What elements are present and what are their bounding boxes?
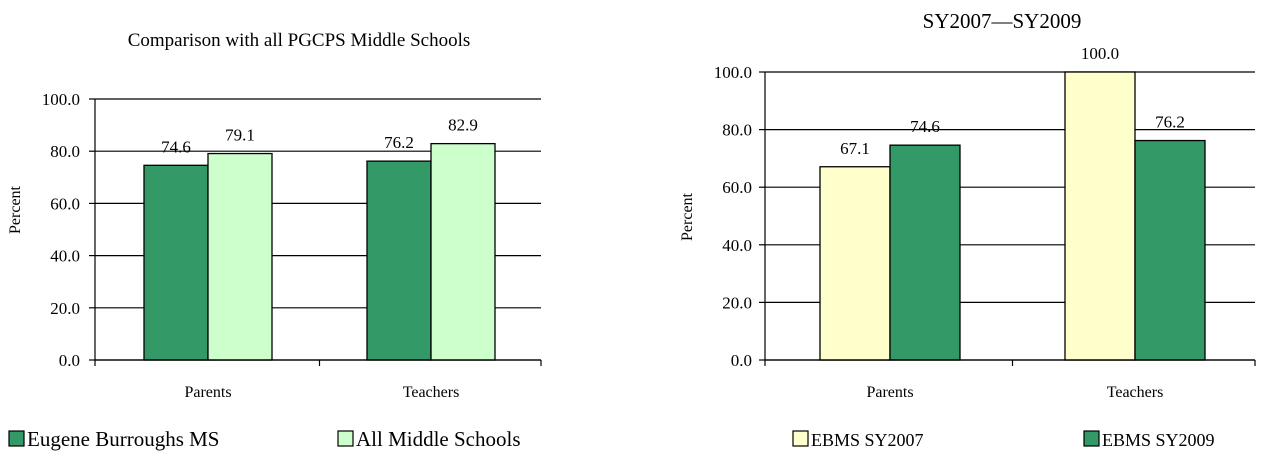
- chart-1-category-labels: Parents Teachers: [184, 384, 459, 401]
- data-label-ebms-sy2007-parents: 67.1: [840, 139, 870, 158]
- y-tick-label-20-0: 20.0: [50, 299, 80, 318]
- chart-2-data-labels: 67.1 74.6 100.0 76.2: [840, 44, 1185, 158]
- chart-2-tick-labels: 0.0 20.0 40.0 60.0 80.0 100.0: [714, 63, 752, 370]
- y-tick-label-0-0: 0.0: [731, 351, 752, 370]
- legend-label-eugene-burroughs: Eugene Burroughs MS: [27, 427, 220, 451]
- y-tick-label-40-0: 40.0: [722, 236, 752, 255]
- y-tick-label-100-0: 100.0: [42, 90, 80, 109]
- chart-2-axes: [759, 71, 1256, 366]
- y-tick-label-100-0: 100.0: [714, 63, 752, 82]
- y-tick-label-80-0: 80.0: [50, 142, 80, 161]
- legend-label-ebms-sy2007: EBMS SY2007: [811, 430, 924, 450]
- bar-ebms-sy2009-parents: [889, 144, 961, 361]
- bar-all-middle-schools-teachers: [430, 142, 496, 361]
- legend-swatch-eugene-burroughs: [8, 430, 25, 447]
- chart-1-axes: [89, 98, 542, 366]
- data-label-eugene-burroughs-ms-teachers: 76.2: [384, 133, 414, 152]
- chart-1-data-labels: 74.6 79.1 76.2 82.9: [161, 116, 478, 157]
- y-tick-label-0-0: 0.0: [59, 351, 80, 370]
- data-label-ebms-sy2009-teachers: 76.2: [1155, 113, 1185, 132]
- y-tick-label-20-0: 20.0: [722, 293, 752, 312]
- legend-label-all-middle-schools: All Middle Schools: [356, 427, 521, 451]
- bar-eugene-burroughs-ms-parents: [143, 164, 209, 361]
- category-label-teachers: Teachers: [1107, 384, 1164, 401]
- y-tick-label-60-0: 60.0: [722, 178, 752, 197]
- bar-eugene-burroughs-ms-teachers: [366, 160, 432, 361]
- chart-1-tick-labels: 0.0 20.0 40.0 60.0 80.0 100.0: [42, 90, 80, 370]
- data-label-all-middle-schools-teachers: 82.9: [448, 116, 478, 135]
- category-label-parents: Parents: [184, 384, 231, 401]
- category-label-teachers: Teachers: [403, 384, 460, 401]
- legend-label-ebms-sy2009: EBMS SY2009: [1102, 430, 1215, 450]
- y-tick-label-80-0: 80.0: [722, 121, 752, 140]
- bar-ebms-sy2007-parents: [819, 166, 891, 361]
- legend-swatch-all-middle-schools: [337, 430, 354, 447]
- chart-1-bars: [143, 142, 496, 361]
- legend-swatch-ebms-sy2009: [1083, 430, 1100, 447]
- category-label-parents: Parents: [866, 384, 913, 401]
- chart-2-legend: EBMS SY2007 EBMS SY2009: [792, 430, 1215, 450]
- chart-2-category-labels: Parents Teachers: [866, 384, 1163, 401]
- chart-1: Comparison with all PGCPS Middle Schools…: [7, 30, 542, 451]
- chart-1-legend: Eugene Burroughs MS All Middle Schools: [8, 427, 521, 451]
- chart-1-y-axis-label: Percent: [7, 185, 24, 234]
- bar-ebms-sy2007-teachers: [1064, 71, 1136, 361]
- legend-swatch-ebms-sy2007: [792, 430, 809, 447]
- data-label-eugene-burroughs-ms-parents: 74.6: [161, 137, 191, 156]
- data-label-all-middle-schools-parents: 79.1: [225, 126, 255, 145]
- chart-2-title: SY2007—SY2009: [923, 9, 1082, 33]
- chart-2-y-axis-label: Percent: [679, 192, 696, 241]
- y-tick-label-60-0: 60.0: [50, 194, 80, 213]
- chart-1-title: Comparison with all PGCPS Middle Schools: [128, 30, 471, 51]
- bar-all-middle-schools-parents: [207, 152, 273, 361]
- data-label-ebms-sy2007-teachers: 100.0: [1081, 44, 1119, 63]
- y-tick-label-40-0: 40.0: [50, 247, 80, 266]
- chart-2: SY2007—SY2009 Percent 0.0 20.0 40.0 60.0 80.…: [679, 9, 1256, 450]
- data-label-ebms-sy2009-parents: 74.6: [910, 117, 940, 136]
- bar-ebms-sy2009-teachers: [1134, 139, 1206, 361]
- chart-2-bars: [819, 71, 1206, 361]
